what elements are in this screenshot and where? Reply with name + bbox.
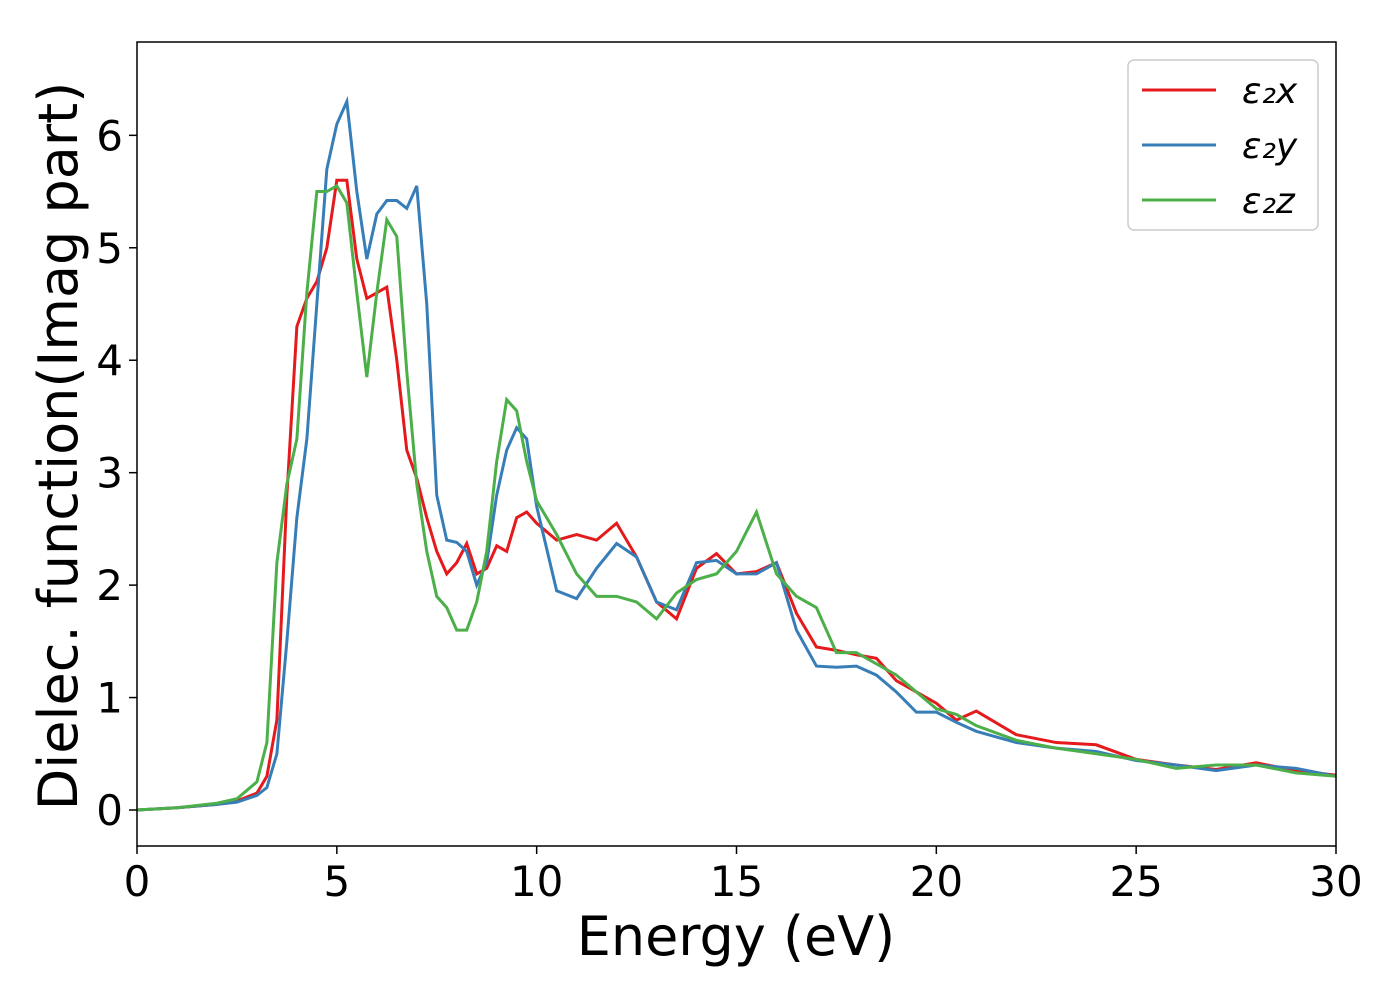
- y-axis-label: Dielec. function(Imag part): [27, 82, 90, 811]
- data-line: [137, 183, 1336, 812]
- data-line: [137, 178, 1336, 812]
- plot-area: [137, 95, 1336, 812]
- data-line: [137, 95, 1336, 812]
- y-tick-label: 1: [96, 674, 123, 723]
- x-tick-label: 25: [1109, 857, 1162, 906]
- x-tick-label: 10: [510, 857, 563, 906]
- axes-frame: [136, 41, 1337, 847]
- legend-box: [1127, 59, 1319, 231]
- x-tick-label: 15: [710, 857, 763, 906]
- x-tick-label: 5: [323, 857, 350, 906]
- y-tick-label: 4: [96, 336, 123, 385]
- legend-label: ε₂y: [1242, 126, 1298, 167]
- y-tick-label: 2: [96, 561, 123, 610]
- x-tick-label: 0: [124, 857, 151, 906]
- x-tick-label: 20: [910, 857, 963, 906]
- legend-label: ε₂x: [1242, 71, 1298, 112]
- x-tick-label: 30: [1309, 857, 1362, 906]
- y-tick-label: 0: [96, 786, 123, 835]
- y-tick-label: 6: [96, 111, 123, 160]
- legend-label: ε₂z: [1242, 181, 1296, 222]
- y-tick-label: 3: [96, 449, 123, 498]
- x-axis-label: Energy (eV): [577, 905, 896, 968]
- y-tick-label: 5: [96, 224, 123, 273]
